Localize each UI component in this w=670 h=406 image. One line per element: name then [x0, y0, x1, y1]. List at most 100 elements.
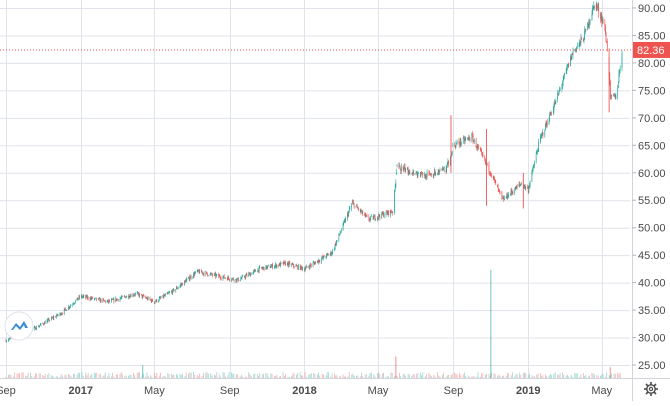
volume-bar — [236, 374, 237, 378]
candle — [589, 19, 591, 26]
volume-bar — [10, 374, 12, 378]
candle — [362, 210, 364, 216]
volume-bar — [531, 375, 533, 378]
candle — [591, 9, 593, 21]
candle — [584, 28, 586, 35]
candle — [549, 111, 551, 116]
candle — [469, 135, 470, 142]
candle — [553, 106, 554, 116]
candle — [587, 19, 589, 29]
candle — [198, 269, 199, 272]
candle — [215, 273, 217, 279]
candle — [467, 137, 469, 141]
y-tick-label: 70.00 — [638, 113, 666, 125]
candle — [274, 265, 275, 269]
candle — [524, 184, 526, 190]
candle — [610, 79, 611, 100]
y-tick-label: 85.00 — [638, 30, 666, 42]
volume-bar — [404, 374, 405, 378]
candle — [188, 274, 190, 281]
candle — [147, 296, 148, 301]
volume-bar — [488, 373, 490, 378]
candle — [584, 26, 585, 40]
volume-bar — [334, 373, 335, 378]
candle — [63, 307, 65, 316]
volume-bar — [42, 374, 44, 378]
candle — [216, 273, 218, 277]
candle — [340, 228, 342, 233]
x-tick-label: Sep — [220, 385, 240, 397]
volume-bar — [416, 373, 418, 378]
x-axis-panel — [0, 378, 670, 401]
candle — [304, 266, 306, 273]
volume-bar — [585, 374, 587, 378]
candle — [408, 169, 410, 175]
candle — [315, 261, 316, 265]
candle — [443, 166, 444, 171]
candle — [369, 217, 371, 223]
candle — [442, 166, 444, 172]
candle — [434, 167, 435, 176]
volume-bar — [263, 374, 264, 378]
volume-bar — [107, 376, 109, 378]
volume-bar — [240, 374, 242, 378]
volume-bar — [374, 376, 376, 378]
volume-bar — [47, 374, 49, 378]
candle — [559, 86, 560, 93]
candle — [267, 264, 269, 267]
candle — [211, 272, 213, 276]
volume-bar — [582, 373, 584, 378]
candle — [347, 211, 348, 222]
volume-bar — [86, 375, 88, 378]
volume-bar — [91, 373, 93, 378]
candle — [532, 164, 534, 172]
volume-bar — [421, 375, 422, 378]
volume-bar — [59, 376, 61, 378]
candle — [330, 250, 332, 256]
candle — [145, 295, 147, 299]
volume-bar — [193, 372, 194, 378]
candle — [461, 141, 462, 147]
volume-bar — [465, 376, 467, 378]
volume-bar — [562, 372, 563, 378]
candle — [65, 309, 67, 311]
candle — [491, 172, 492, 178]
volume-bar — [370, 372, 372, 378]
candle — [214, 271, 216, 277]
volume-bar — [38, 373, 40, 378]
candle — [568, 62, 570, 68]
candle — [233, 277, 234, 281]
candle — [293, 265, 295, 270]
candle — [177, 287, 178, 289]
volume-bar — [210, 373, 212, 378]
candle — [297, 265, 299, 270]
candle — [383, 212, 385, 219]
last-price-label: 82.36 — [637, 45, 665, 57]
logo-badge[interactable] — [4, 311, 34, 341]
last-price-tag — [633, 41, 670, 58]
candle — [203, 272, 204, 276]
candle — [597, 4, 598, 11]
candle — [450, 156, 451, 166]
candle — [459, 141, 460, 148]
volume-bar — [614, 373, 616, 378]
candle — [456, 142, 457, 145]
candle — [231, 277, 232, 283]
candle — [201, 269, 202, 273]
chart-settings-button[interactable] — [644, 382, 658, 396]
candle — [388, 210, 389, 217]
volume-bar — [396, 375, 398, 378]
candle — [495, 179, 497, 185]
candle — [334, 247, 335, 252]
candle — [588, 23, 590, 29]
candle — [511, 187, 513, 196]
candle — [271, 263, 272, 268]
candle — [210, 272, 212, 276]
candle — [318, 260, 320, 263]
volume-bar — [342, 374, 344, 378]
volume-bar — [554, 372, 556, 378]
candle — [275, 263, 277, 269]
